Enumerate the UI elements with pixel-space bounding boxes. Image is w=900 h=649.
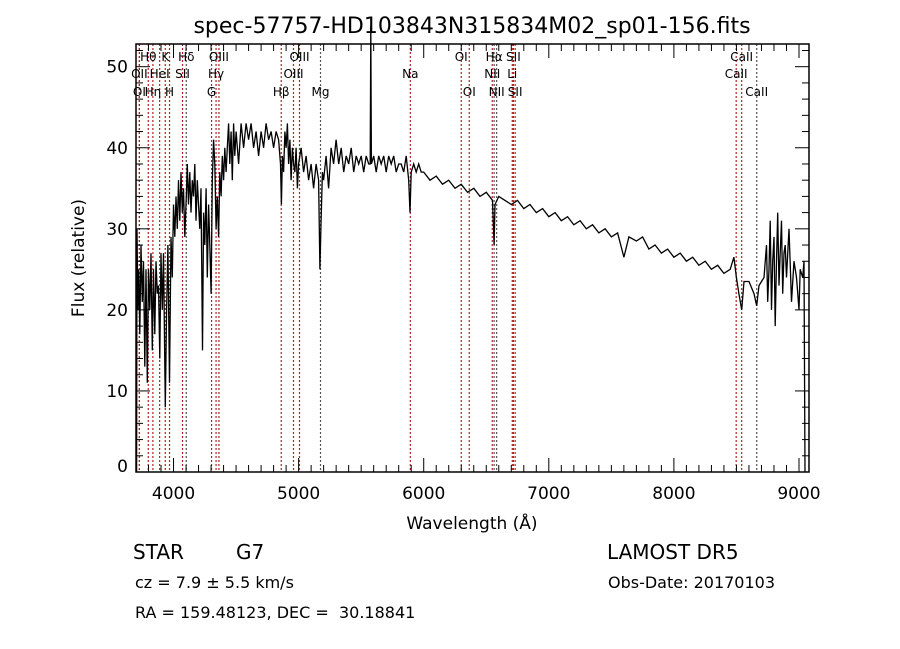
line-label: OII [131,67,148,81]
line-label: CaII [725,67,748,81]
line-label: HeI [150,67,170,81]
y-tick-label: 50 [106,58,128,78]
line-label: Hη [145,85,162,99]
y-tick-label: 0 [117,457,128,477]
x-tick-label: 7000 [527,484,570,504]
y-tick-label: 30 [106,220,128,240]
line-label: Na [402,67,418,81]
x-axis-label: Wavelength (Å) [406,512,537,534]
line-label: OIII [209,50,229,64]
object-class: STAR [133,540,184,564]
x-tick-label: 5000 [277,484,320,504]
axis-ticks [136,44,809,473]
coordinates: RA = 159.48123, DEC = 30.18841 [135,603,416,622]
line-label: OIII [283,67,303,81]
line-label: SII [506,50,521,64]
object-subclass: G7 [236,540,265,564]
chart-title: spec-57757-HD103843N315834M02_sp01-156.f… [193,14,750,39]
line-label: K [161,50,170,64]
x-tick-labels: 4000 5000 6000 7000 8000 9000 [152,484,821,504]
line-label: Hα [486,50,503,64]
x-tick-label: 8000 [652,484,695,504]
plot-frame [135,43,810,473]
spectral-line-labels: OIIOIHθHηHeIKHSIIHδGHγOIIIHβOIIIOIIIMgNa… [131,50,768,99]
y-tick-label: 20 [106,301,128,321]
line-label: OI [463,85,476,99]
line-label: Hθ [140,50,156,64]
line-label: H [165,85,174,99]
y-tick-label: 40 [106,139,128,159]
line-label: NII [489,85,505,99]
obs-date: Obs-Date: 20170103 [608,573,776,592]
x-tick-label: 6000 [402,484,445,504]
line-label: G [207,85,216,99]
line-label: Hγ [208,67,224,81]
survey-name: LAMOST DR5 [607,540,739,564]
line-label: OI [455,50,468,64]
line-label: SII [175,67,190,81]
x-tick-label: 4000 [152,484,195,504]
y-axis-label: Flux (relative) [69,199,89,317]
line-label: Hβ [273,85,290,99]
line-label: SII [508,85,523,99]
x-tick-label: 9000 [777,484,820,504]
redshift-cz: cz = 7.9 ± 5.5 km/s [135,573,294,592]
line-label: Li [507,67,517,81]
y-tick-label: 10 [106,382,128,402]
line-label: Mg [312,85,330,99]
line-label: CaII [730,50,753,64]
spectrum-line [135,26,806,473]
spectral-line-markers [138,44,758,472]
line-label: Hδ [178,50,194,64]
y-tick-labels: 0 10 20 30 40 50 [106,58,128,477]
line-label: CaII [745,85,768,99]
line-label: OIII [289,50,309,64]
line-label: NII [484,67,500,81]
